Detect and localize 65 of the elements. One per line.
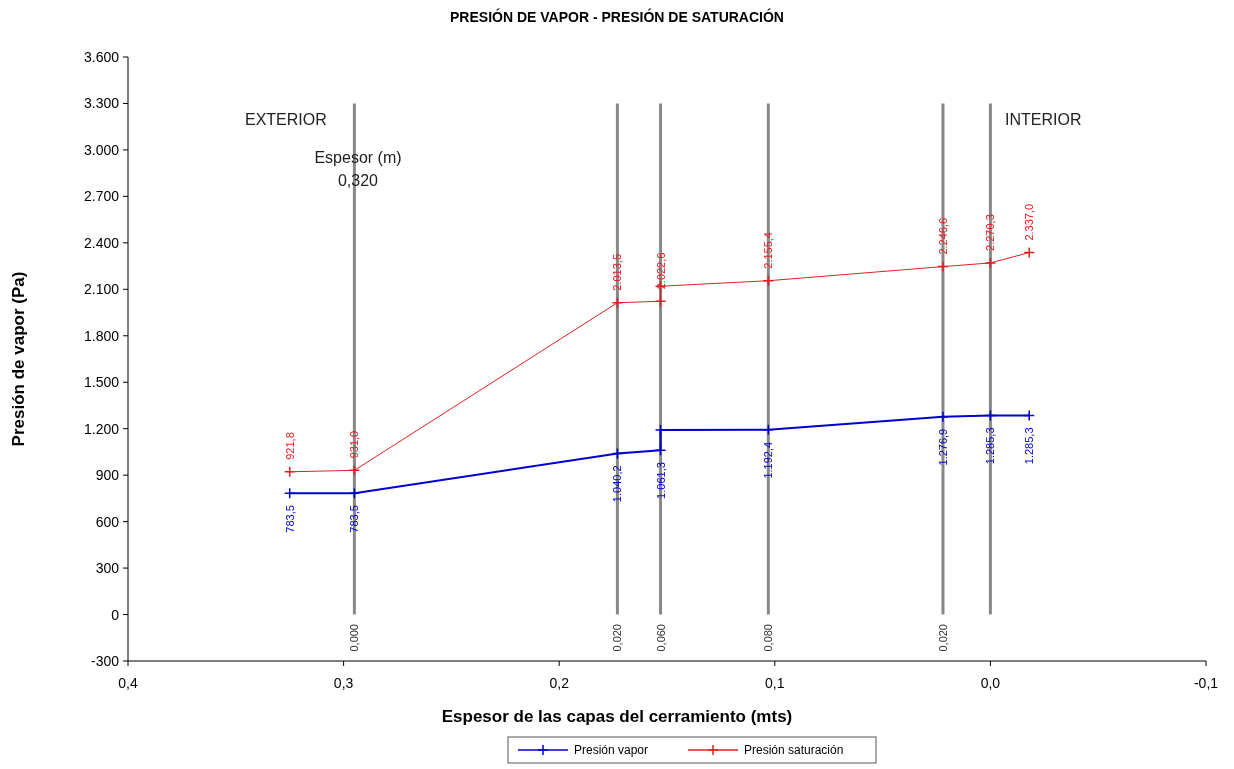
data-label: 921,8 [283,432,296,460]
data-label: 783,5 [283,505,296,533]
point [762,424,775,436]
annotation: EXTERIOR [245,111,327,128]
annotation: 0,060 [654,624,667,652]
point [611,447,624,460]
y-tick-label: 2.400 [83,234,120,251]
point [937,411,949,423]
data-label: 2.013,5 [611,254,624,291]
x-tick-label: 0,4 [118,675,138,691]
y-tick-label: 900 [95,467,120,484]
x-tick-label: 0,3 [333,675,354,691]
annotation: 0,020 [936,624,949,652]
data-label: 2.337,0 [1023,203,1036,241]
point [654,444,667,456]
x-axis-title: Espesor de las capas del cerramiento (mts) [441,707,793,726]
data-label: 783,5 [348,505,361,533]
annotation: INTERIOR [1005,111,1082,128]
annotation: 0,020 [611,624,624,652]
annotation: Espesor (m) [314,149,402,166]
point [984,257,997,269]
annotation: 0,000 [348,624,361,652]
point [762,274,775,287]
point [348,464,361,477]
legend-label: Presión vapor [574,743,649,757]
x-tick-label: -0,1 [1193,675,1219,691]
point [654,295,667,308]
x-tick-label: 0,2 [549,675,570,691]
legend-label: Presión saturación [744,743,844,757]
y-axis-title: Presión de vapor (Pa) [9,271,28,447]
y-tick-label: 3.300 [83,95,120,112]
data-label: 1.285,3 [984,427,997,465]
data-label: 2.270,3 [984,214,997,251]
y-tick-label: 600 [95,513,120,530]
point [283,487,296,499]
point [984,409,997,422]
annotation: 0,080 [762,624,775,652]
y-tick-label: 1.200 [83,420,120,437]
y-tick-label: 3.600 [83,49,120,65]
point [283,466,296,478]
chart-title: PRESIÓN DE VAPOR - PRESIÓN DE SATURACIÓN [450,8,784,25]
y-tick-label: 300 [95,560,120,577]
y-tick-label: 2.100 [83,281,120,298]
data-label: 1.061,3 [654,462,667,499]
x-tick-label: 0,1 [765,675,785,691]
y-tick-label: 1.500 [83,374,120,391]
point [1023,409,1035,422]
data-label: 2.246,6 [936,217,949,255]
data-label: 1.276,9 [936,428,949,466]
y-tick-label: 2.700 [83,188,120,205]
y-tick-label: 1.800 [83,327,120,344]
point [348,487,361,499]
data-label: 2.155,4 [762,232,775,269]
data-label: 1.285,3 [1023,427,1036,465]
annotation: 0,320 [337,172,379,189]
y-tick-label: 0 [111,606,120,623]
data-label: 931,0 [348,430,361,459]
point [1023,246,1035,259]
point [937,260,949,273]
point [611,296,624,309]
y-tick-label: 3.000 [83,141,120,158]
x-tick-label: 0,0 [980,675,1001,691]
data-label: 1.040,2 [611,465,624,503]
y-tick-label: -300 [90,653,120,669]
data-label: 1.192,4 [762,441,775,479]
